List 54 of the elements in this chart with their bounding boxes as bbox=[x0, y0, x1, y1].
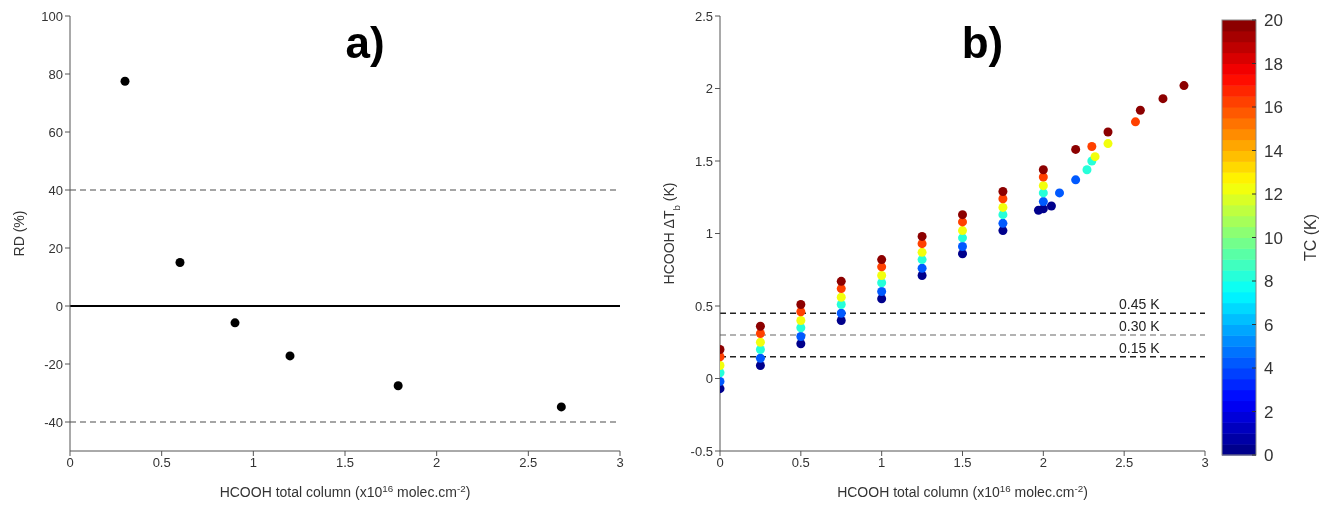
y-tick-label: 1 bbox=[705, 226, 713, 242]
x-tick-label: 2.5 bbox=[1115, 455, 1134, 471]
y-tick-label: 0 bbox=[705, 371, 713, 387]
x-tick-label: 1 bbox=[878, 455, 886, 471]
color-bar-label: 8 bbox=[1264, 272, 1274, 291]
y-tick-label: 100 bbox=[41, 8, 63, 24]
y-tick-label: 2 bbox=[705, 81, 713, 97]
x-axis-title: HCOOH total column (x10$^{16}$ molec.cm$^{-2}$) bbox=[837, 482, 1088, 500]
ref-line-label: 0.45 K bbox=[1119, 296, 1161, 313]
color-bar-label: 16 bbox=[1264, 98, 1283, 117]
x-tick-label: 3 bbox=[1201, 455, 1209, 471]
point bbox=[285, 351, 295, 361]
chart-title: a) bbox=[345, 18, 385, 67]
point bbox=[556, 402, 566, 412]
color-bar-label: 10 bbox=[1264, 228, 1283, 248]
y-tick-label: 20 bbox=[48, 240, 63, 256]
y-tick-label: -20 bbox=[44, 356, 63, 372]
point bbox=[393, 381, 403, 391]
color-bar-label: 20 bbox=[1264, 11, 1283, 30]
chart-title: b) bbox=[961, 18, 1004, 67]
color-bar-title: TC (K) bbox=[1302, 213, 1319, 262]
x-tick-label: 1.5 bbox=[953, 455, 972, 471]
point bbox=[120, 76, 130, 86]
x-tick-label: 3 bbox=[616, 455, 624, 471]
y-tick-label: -40 bbox=[44, 414, 63, 430]
x-tick-label: 0.5 bbox=[152, 455, 171, 471]
y-tick-label: 2.5 bbox=[694, 8, 713, 24]
x-axis-title: HCOOH total column (x10$^{16}$ molec.cm$^{-2}$) bbox=[219, 482, 471, 500]
y-axis-title: RD (%) bbox=[11, 210, 27, 257]
ref-line-label: 0.30 K bbox=[1119, 318, 1161, 334]
x-tick-label: 0.5 bbox=[791, 455, 810, 471]
x-tick-label: 0 bbox=[66, 455, 74, 471]
y-tick-label: -0.5 bbox=[690, 443, 713, 459]
y-tick-label: 0 bbox=[55, 298, 63, 314]
x-tick-label: 2 bbox=[1039, 455, 1047, 471]
y-tick-label: 1.5 bbox=[694, 153, 713, 169]
y-tick-label: 60 bbox=[48, 124, 63, 140]
x-tick-label: 0 bbox=[716, 455, 724, 471]
x-tick-label: 2.5 bbox=[519, 455, 538, 471]
y-tick-label: 80 bbox=[48, 66, 63, 82]
color-bar-label: 18 bbox=[1264, 54, 1283, 74]
color-bar-label: 4 bbox=[1264, 359, 1274, 378]
color-bar-label: 14 bbox=[1264, 141, 1283, 161]
color-bar-label: 12 bbox=[1264, 185, 1283, 204]
color-bar-label: 6 bbox=[1264, 315, 1274, 335]
color-bar-label: 2 bbox=[1264, 402, 1274, 422]
x-tick-label: 2 bbox=[433, 455, 441, 471]
point bbox=[230, 318, 240, 328]
ref-line-label: 0.15 K bbox=[1119, 339, 1161, 356]
x-tick-label: 1.5 bbox=[335, 455, 355, 471]
y-tick-label: 0.5 bbox=[694, 298, 713, 314]
x-tick-label: 1 bbox=[249, 455, 257, 471]
point bbox=[175, 258, 185, 267]
y-tick-label: 40 bbox=[48, 182, 63, 198]
